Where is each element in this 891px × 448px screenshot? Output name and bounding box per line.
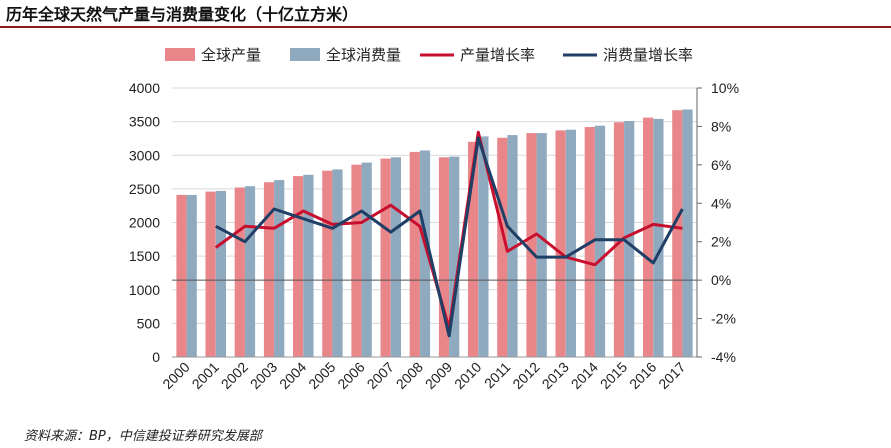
right-tick-label: 4% bbox=[711, 195, 731, 211]
x-axis-ticks: 2000200120022003200420052006200720082009… bbox=[159, 359, 688, 392]
legend-item: 产量增长率 bbox=[420, 47, 535, 64]
consumption-bar bbox=[536, 133, 547, 357]
left-tick-label: 500 bbox=[137, 315, 161, 331]
production-bar bbox=[409, 151, 420, 357]
right-axis-ticks: -4% -2% 0% 2% 4% 6% 8% 10% bbox=[697, 80, 739, 365]
left-tick-label: 4000 bbox=[129, 80, 160, 96]
legend-label: 产量增长率 bbox=[460, 47, 535, 64]
consumption-bar bbox=[215, 190, 226, 357]
legend-item: 消费量增长率 bbox=[563, 47, 693, 64]
x-tick-label: 2010 bbox=[451, 359, 484, 392]
consumption-growth-line bbox=[215, 136, 684, 338]
left-tick-label: 3500 bbox=[129, 114, 160, 130]
consumption-bar bbox=[682, 109, 693, 357]
left-tick-label: 2500 bbox=[129, 181, 160, 197]
right-tick-label: 0% bbox=[711, 272, 731, 288]
production-bar bbox=[672, 110, 683, 357]
left-tick-label: 2000 bbox=[129, 215, 160, 231]
x-tick-label: 2009 bbox=[422, 359, 455, 392]
x-tick-label: 2006 bbox=[334, 359, 367, 392]
consumption-bar bbox=[361, 162, 372, 357]
production-bar bbox=[263, 182, 275, 357]
x-tick-label: 2005 bbox=[305, 359, 338, 392]
x-tick-label: 2007 bbox=[364, 359, 397, 392]
left-tick-label: 0 bbox=[152, 349, 160, 365]
legend-swatch bbox=[290, 48, 320, 61]
x-tick-label: 2008 bbox=[393, 359, 426, 392]
legend-item: 全球产量 bbox=[165, 46, 261, 64]
production-bar bbox=[555, 130, 566, 357]
x-tick-label: 2003 bbox=[247, 359, 280, 392]
chart: 0 500 1000 1500 2000 2500 3000 3500 4000 -4% -2% 0… bbox=[129, 46, 739, 392]
consumption-bar bbox=[274, 180, 285, 357]
consumption-bar bbox=[624, 121, 635, 357]
production-bar bbox=[468, 141, 479, 357]
consumption-bar bbox=[478, 136, 489, 357]
x-tick-label: 2015 bbox=[597, 359, 630, 392]
consumption-bar bbox=[303, 174, 314, 357]
legend-swatch bbox=[165, 48, 195, 61]
left-tick-label: 1500 bbox=[129, 248, 160, 264]
left-tick-label: 3000 bbox=[129, 147, 160, 163]
x-tick-label: 2002 bbox=[218, 359, 251, 392]
chart-title: 历年全球天然气产量与消费量变化（十亿立方米） bbox=[6, 5, 359, 24]
production-bar bbox=[380, 158, 391, 357]
left-axis-ticks: 0 500 1000 1500 2000 2500 3000 3500 4000 bbox=[129, 80, 160, 365]
x-tick-label: 2012 bbox=[509, 359, 542, 392]
production-bar bbox=[322, 170, 333, 357]
bar-series bbox=[176, 109, 693, 358]
consumption-bar bbox=[507, 135, 518, 357]
production-bar bbox=[351, 164, 362, 357]
consumption-bar bbox=[419, 150, 431, 357]
grid-lines bbox=[172, 87, 697, 324]
legend-label: 全球产量 bbox=[201, 46, 261, 64]
consumption-bar bbox=[653, 118, 664, 358]
consumption-bar bbox=[565, 129, 576, 357]
legend-label: 消费量增长率 bbox=[603, 47, 693, 64]
x-tick-label: 2001 bbox=[189, 359, 222, 392]
source-note: 资料来源：BP，中信建投证券研究发展部 bbox=[24, 429, 262, 444]
legend-label: 全球消费量 bbox=[326, 46, 401, 64]
left-tick-label: 1000 bbox=[129, 282, 160, 298]
production-bar bbox=[497, 137, 508, 357]
legend: 全球产量 全球消费量 产量增长率 消费量增长率 bbox=[165, 46, 693, 64]
right-tick-label: 10% bbox=[711, 80, 739, 96]
x-tick-label: 2000 bbox=[159, 359, 192, 392]
production-bar bbox=[234, 187, 245, 357]
x-tick-label: 2017 bbox=[655, 359, 688, 392]
title-divider bbox=[0, 26, 891, 28]
legend-item: 全球消费量 bbox=[290, 46, 401, 64]
line-series bbox=[214, 130, 684, 338]
x-tick-label: 2004 bbox=[276, 359, 309, 392]
x-tick-label: 2016 bbox=[626, 359, 659, 392]
right-tick-label: 6% bbox=[711, 157, 731, 173]
consumption-bar bbox=[594, 125, 606, 357]
consumption-bar bbox=[186, 194, 197, 357]
right-tick-label: 2% bbox=[711, 234, 731, 250]
production-bar bbox=[526, 133, 537, 357]
production-bar bbox=[205, 191, 216, 357]
production-bar bbox=[176, 194, 187, 357]
consumption-bar bbox=[244, 186, 256, 357]
right-tick-label: -2% bbox=[711, 311, 736, 327]
production-bar bbox=[438, 157, 450, 357]
production-bar bbox=[293, 176, 304, 357]
consumption-bar bbox=[332, 169, 343, 357]
consumption-bar bbox=[449, 156, 460, 357]
x-tick-label: 2014 bbox=[568, 359, 601, 392]
x-tick-label: 2011 bbox=[481, 359, 514, 392]
right-tick-label: -4% bbox=[711, 349, 736, 365]
production-bar bbox=[643, 117, 654, 357]
x-tick-label: 2013 bbox=[539, 359, 572, 392]
right-tick-label: 8% bbox=[711, 118, 731, 134]
consumption-bar bbox=[390, 157, 401, 357]
